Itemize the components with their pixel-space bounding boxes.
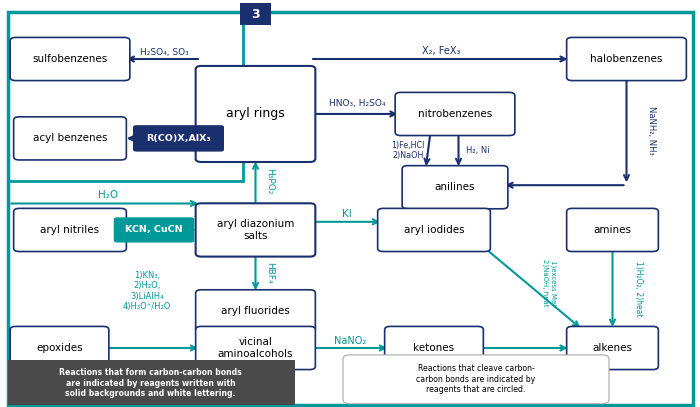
Text: H₂SO₄, SO₃: H₂SO₄, SO₃ <box>140 48 189 57</box>
Text: halobenzenes: halobenzenes <box>590 54 663 64</box>
Text: nitrobenzenes: nitrobenzenes <box>418 109 492 119</box>
FancyBboxPatch shape <box>378 208 490 252</box>
Text: H₂, Ni: H₂, Ni <box>466 146 490 155</box>
Text: KCN, CuCN: KCN, CuCN <box>125 225 183 234</box>
Text: 1)H₂O₂, 2)heat: 1)H₂O₂, 2)heat <box>634 261 643 317</box>
Text: vicinal
aminoalcohols: vicinal aminoalcohols <box>218 337 293 359</box>
FancyBboxPatch shape <box>402 166 508 209</box>
FancyBboxPatch shape <box>14 117 126 160</box>
FancyBboxPatch shape <box>567 37 686 81</box>
FancyBboxPatch shape <box>113 217 194 243</box>
Text: aryl diazonium
salts: aryl diazonium salts <box>217 219 294 241</box>
Text: X₂, FeX₃: X₂, FeX₃ <box>421 46 461 56</box>
Text: epoxides: epoxides <box>36 343 83 353</box>
FancyBboxPatch shape <box>133 125 224 151</box>
FancyBboxPatch shape <box>195 326 315 370</box>
Text: H₂O: H₂O <box>99 190 118 200</box>
Text: R(CO)X,AlX₃: R(CO)X,AlX₃ <box>146 134 211 143</box>
Text: NaNO₂: NaNO₂ <box>334 336 366 346</box>
FancyBboxPatch shape <box>567 208 658 252</box>
Text: Reactions that form carbon-carbon bonds
are indicated by reagents written with
s: Reactions that form carbon-carbon bonds … <box>59 368 242 398</box>
FancyBboxPatch shape <box>239 3 271 25</box>
Text: Reactions that cleave carbon-
carbon bonds are indicated by
reagents that are ci: Reactions that cleave carbon- carbon bon… <box>416 364 536 394</box>
FancyBboxPatch shape <box>195 290 315 333</box>
Text: HNO₃, H₂SO₄: HNO₃, H₂SO₄ <box>329 99 385 108</box>
Text: amines: amines <box>594 225 631 235</box>
Text: H₃PO₂: H₃PO₂ <box>265 168 274 194</box>
Text: 1)KN₃,
2)H₂O,
3)LiAlH₄
4)H₃O⁺/H₂O: 1)KN₃, 2)H₂O, 3)LiAlH₄ 4)H₃O⁺/H₂O <box>122 271 172 311</box>
Text: KI: KI <box>342 209 351 219</box>
FancyBboxPatch shape <box>8 360 295 405</box>
Text: NaNH₂, NH₃: NaNH₂, NH₃ <box>647 106 655 155</box>
Text: ketones: ketones <box>414 343 454 353</box>
Text: sulfobenzenes: sulfobenzenes <box>32 54 108 64</box>
FancyBboxPatch shape <box>10 326 109 370</box>
FancyBboxPatch shape <box>385 326 483 370</box>
Text: 1)excess MeI
2)NaOH, heat: 1)excess MeI 2)NaOH, heat <box>542 259 556 306</box>
FancyBboxPatch shape <box>195 66 315 162</box>
Text: 1)Fe,HCl
2)NaOH: 1)Fe,HCl 2)NaOH <box>391 141 425 160</box>
Text: aryl iodides: aryl iodides <box>404 225 464 235</box>
FancyBboxPatch shape <box>395 92 515 136</box>
FancyBboxPatch shape <box>343 355 609 404</box>
FancyBboxPatch shape <box>195 204 315 257</box>
Text: acyl benzenes: acyl benzenes <box>33 133 107 143</box>
Text: aryl fluorides: aryl fluorides <box>221 306 290 316</box>
Text: HBF₄: HBF₄ <box>265 262 274 284</box>
FancyBboxPatch shape <box>14 208 126 252</box>
Text: aryl nitriles: aryl nitriles <box>41 225 99 235</box>
FancyBboxPatch shape <box>10 37 130 81</box>
Text: 3: 3 <box>251 8 260 21</box>
Text: anilines: anilines <box>435 182 475 192</box>
Text: aryl rings: aryl rings <box>226 107 285 120</box>
FancyBboxPatch shape <box>567 326 658 370</box>
Text: alkenes: alkenes <box>592 343 633 353</box>
